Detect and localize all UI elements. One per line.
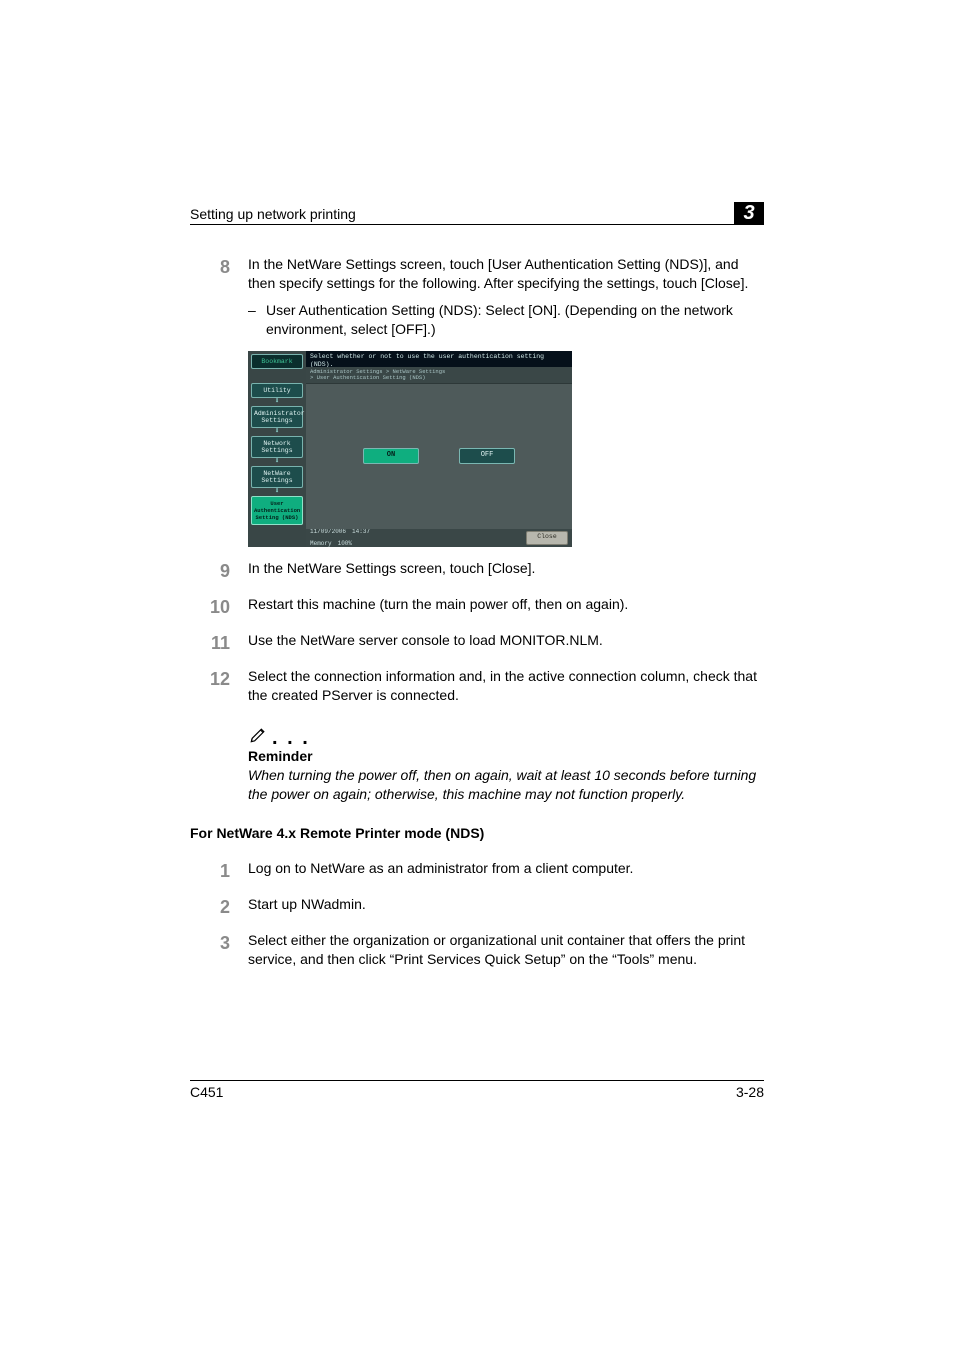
device-breadcrumb: Administrator Settings > NetWare Setting… (306, 367, 572, 384)
footer-model: C451 (190, 1084, 223, 1100)
step-number: 9 (190, 559, 248, 583)
chevron-down-icon: ⬇ (251, 399, 303, 405)
admin-settings-button[interactable]: Administrator Settings (251, 406, 303, 428)
step-number: 3 (190, 931, 248, 969)
step-text: In the NetWare Settings screen, touch [U… (248, 255, 764, 293)
step-text: In the NetWare Settings screen, touch [C… (248, 559, 764, 583)
step-text: Select either the organization or organi… (248, 931, 764, 969)
device-screenshot: Bookmark Utility ⬇ Administrator Setting… (248, 351, 572, 547)
step-text: Start up NWadmin. (248, 895, 764, 919)
step-2: 2 Start up NWadmin. (190, 895, 764, 919)
off-button[interactable]: OFF (459, 448, 515, 464)
footer-page-number: 3-28 (736, 1084, 764, 1100)
sub-bullet-text: User Authentication Setting (NDS): Selec… (266, 301, 764, 339)
page-header-title: Setting up network printing (190, 206, 356, 222)
user-auth-nds-button[interactable]: User Authentication Setting (NDS) (251, 496, 303, 525)
step-1: 1 Log on to NetWare as an administrator … (190, 859, 764, 883)
reminder-title: Reminder (248, 747, 764, 766)
step-number: 10 (190, 595, 248, 619)
reminder-block: . . . Reminder When turning the power of… (248, 725, 764, 804)
device-date: 11/09/2006 (310, 529, 346, 535)
device-instruction-bar: Select whether or not to use the user au… (306, 351, 572, 367)
device-time: 14:37 (352, 529, 370, 535)
step-number: 2 (190, 895, 248, 919)
step-3: 3 Select either the organization or orga… (190, 931, 764, 969)
step-number: 11 (190, 631, 248, 655)
step-number: 12 (190, 667, 248, 705)
chapter-number-badge: 3 (734, 202, 764, 224)
reminder-text: When turning the power off, then on agai… (248, 766, 764, 804)
sub-bullet-dash: – (248, 301, 266, 339)
step-11: 11 Use the NetWare server console to loa… (190, 631, 764, 655)
step-text: Use the NetWare server console to load M… (248, 631, 764, 655)
section-heading: For NetWare 4.x Remote Printer mode (NDS… (190, 824, 764, 843)
device-main-panel: ON OFF (306, 384, 572, 529)
device-memory-label: Memory (310, 541, 332, 547)
chevron-down-icon: ⬇ (251, 429, 303, 435)
step-12: 12 Select the connection information and… (190, 667, 764, 705)
step-number: 1 (190, 859, 248, 883)
network-settings-button[interactable]: Network Settings (251, 436, 303, 458)
step-text: Log on to NetWare as an administrator fr… (248, 859, 764, 883)
utility-button[interactable]: Utility (251, 383, 303, 398)
netware-settings-button[interactable]: NetWare Settings (251, 466, 303, 488)
device-memory-value: 100% (338, 541, 352, 547)
pencil-icon (248, 725, 268, 745)
close-button[interactable]: Close (526, 531, 568, 545)
step-9: 9 In the NetWare Settings screen, touch … (190, 559, 764, 583)
footer-rule (190, 1080, 764, 1081)
header-rule (190, 224, 764, 225)
device-sidebar: Bookmark Utility ⬇ Administrator Setting… (248, 351, 306, 547)
step-text: Restart this machine (turn the main powe… (248, 595, 764, 619)
device-status-bar: 11/09/2006 14:37 Memory 100% Close (306, 529, 572, 547)
step-text: Select the connection information and, i… (248, 667, 764, 705)
chevron-down-icon: ⬇ (251, 459, 303, 465)
step-10: 10 Restart this machine (turn the main p… (190, 595, 764, 619)
step-8: 8 In the NetWare Settings screen, touch … (190, 255, 764, 339)
step-number: 8 (190, 255, 248, 339)
on-button[interactable]: ON (363, 448, 419, 464)
chevron-down-icon: ⬇ (251, 489, 303, 495)
bookmark-button[interactable]: Bookmark (251, 354, 303, 369)
ellipsis-icon: . . . (272, 731, 310, 745)
